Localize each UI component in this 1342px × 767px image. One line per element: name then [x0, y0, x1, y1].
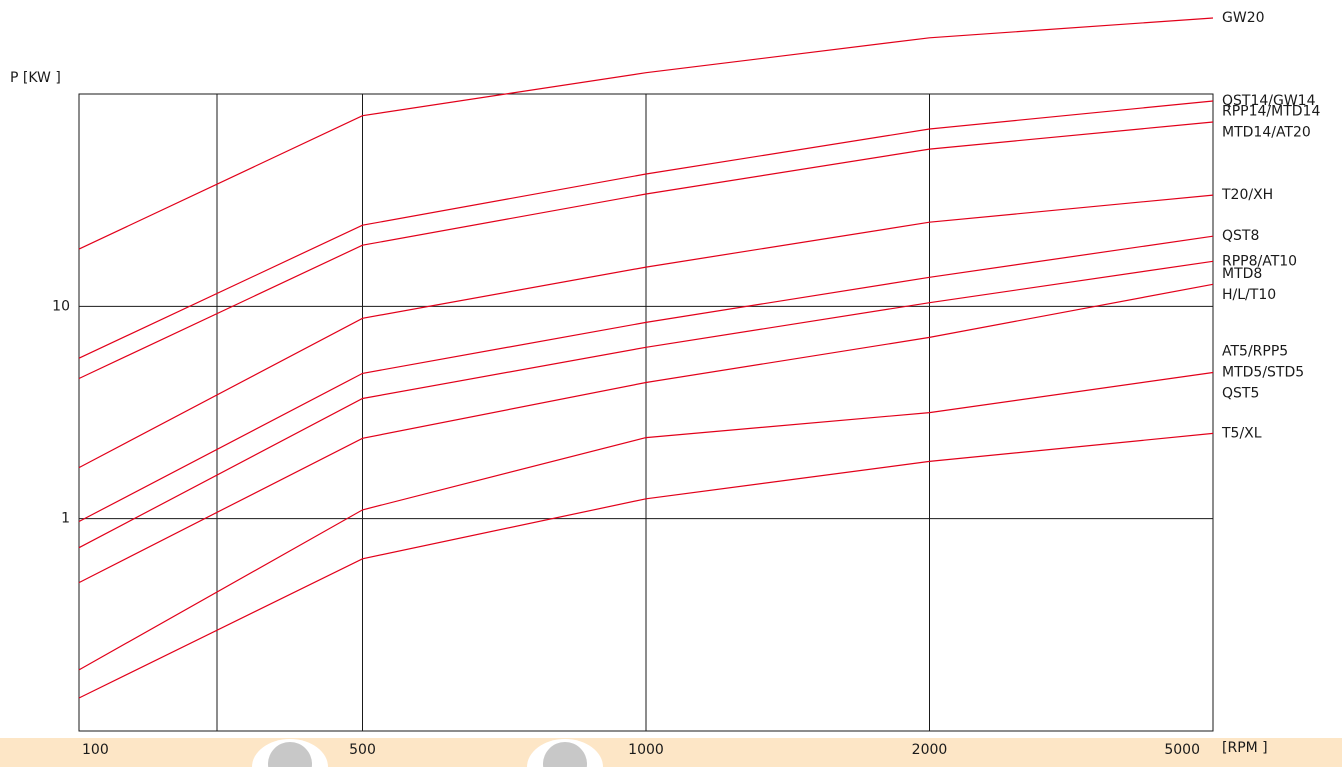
- series-label: T5/XL: [1221, 425, 1262, 441]
- x-axis-unit: [RPM ]: [1222, 740, 1268, 756]
- x-tick-label: 2000: [912, 742, 948, 758]
- footer-band: [0, 738, 1342, 767]
- y-tick-label: 1: [61, 511, 70, 527]
- series-label: T20/XH: [1221, 187, 1273, 203]
- series-label: MTD8: [1222, 266, 1262, 282]
- series-label: MTD14/AT20: [1222, 125, 1311, 141]
- y-tick-label: 10: [52, 298, 70, 314]
- series-label: AT5/RPP5: [1222, 343, 1288, 359]
- series-label: QST8: [1222, 228, 1259, 244]
- series-label: QST14/GW14: [1222, 93, 1316, 109]
- series-label: GW20: [1222, 10, 1265, 26]
- series-label: RPP8/AT10: [1222, 253, 1297, 269]
- y-axis-label: P [KW ]: [10, 70, 61, 86]
- series-line: [78, 235, 1214, 523]
- x-tick-label: 1000: [628, 742, 664, 758]
- x-tick-label: 100: [82, 742, 109, 758]
- series-line: [78, 283, 1214, 584]
- series-line: [78, 260, 1214, 549]
- series-line: [78, 432, 1214, 699]
- band: [0, 738, 1342, 767]
- series-line: [78, 100, 1214, 359]
- series-label: RPP14/MTD14: [1222, 104, 1320, 120]
- series-line: [78, 17, 1214, 250]
- x-tick-label: 5000: [1164, 742, 1200, 758]
- band-dot: [543, 742, 587, 767]
- series-label: QST5: [1222, 385, 1259, 401]
- series-line: [78, 194, 1214, 469]
- series-label: H/L/T10: [1222, 287, 1276, 303]
- x-tick-label: 500: [349, 742, 376, 758]
- series-line: [78, 121, 1214, 380]
- band-dot: [268, 742, 312, 767]
- series-line: [78, 371, 1214, 671]
- series-label: MTD5/STD5: [1222, 364, 1304, 380]
